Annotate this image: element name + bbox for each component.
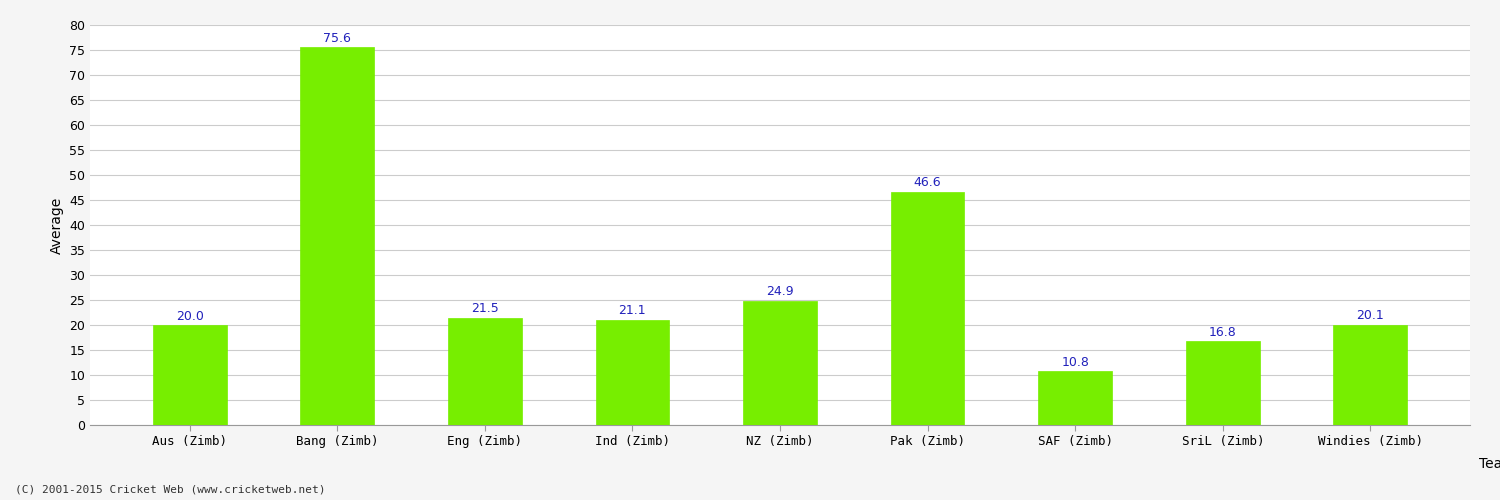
Text: 21.1: 21.1 <box>618 304 646 317</box>
Bar <box>742 300 818 425</box>
X-axis label: Team: Team <box>1479 457 1500 471</box>
Bar <box>1334 324 1407 425</box>
Text: 24.9: 24.9 <box>766 285 794 298</box>
Text: 21.5: 21.5 <box>471 302 498 315</box>
Bar <box>300 47 374 425</box>
Text: 16.8: 16.8 <box>1209 326 1236 338</box>
Text: 75.6: 75.6 <box>324 32 351 44</box>
Bar <box>448 318 522 425</box>
Text: 20.0: 20.0 <box>176 310 204 322</box>
Text: 46.6: 46.6 <box>914 176 942 190</box>
Text: 10.8: 10.8 <box>1060 356 1089 368</box>
Bar <box>1186 341 1260 425</box>
Y-axis label: Average: Average <box>50 196 63 254</box>
Text: 20.1: 20.1 <box>1356 309 1384 322</box>
Bar <box>153 325 226 425</box>
Bar <box>596 320 669 425</box>
Bar <box>1038 371 1112 425</box>
Bar <box>891 192 965 425</box>
Text: (C) 2001-2015 Cricket Web (www.cricketweb.net): (C) 2001-2015 Cricket Web (www.cricketwe… <box>15 485 326 495</box>
